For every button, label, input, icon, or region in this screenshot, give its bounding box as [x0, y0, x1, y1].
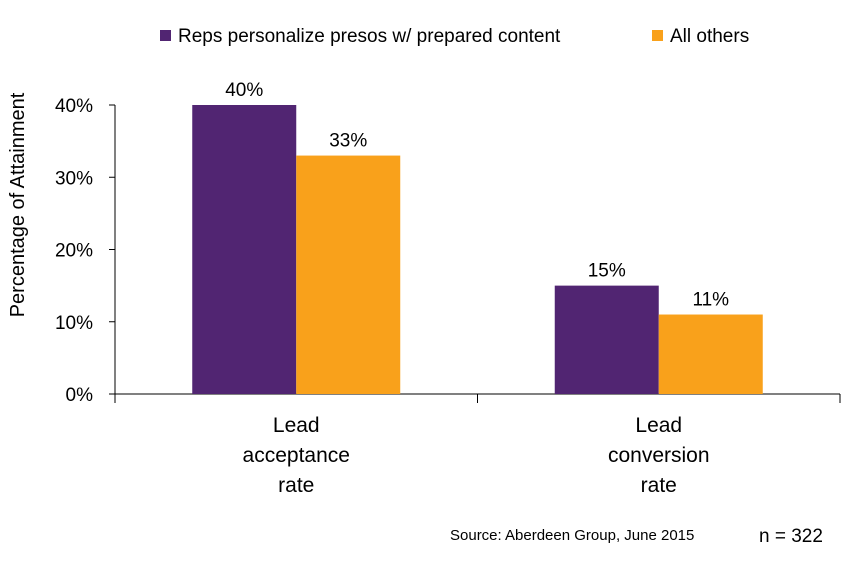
y-tick-label: 40% [55, 96, 93, 117]
bar-all-others [296, 155, 401, 394]
y-tick-label: 20% [55, 241, 93, 262]
x-category-label: Lead conversion rate [608, 414, 710, 497]
x-category-label-line: Lead [273, 414, 320, 437]
x-category-label: Lead acceptance rate [243, 414, 350, 497]
bar-reps-personalize [554, 285, 659, 394]
y-tick-label: 10% [55, 313, 93, 334]
bar-all-others [658, 314, 763, 394]
x-category-label-line: rate [278, 474, 314, 497]
data-label: 40% [225, 80, 263, 101]
x-category-label-line: acceptance [243, 444, 350, 467]
y-axis-title: Percentage of Attainment [7, 92, 29, 317]
sample-size: n = 322 [759, 526, 823, 547]
y-tick-label: 30% [55, 168, 93, 189]
y-tick-label: 0% [66, 385, 94, 406]
data-label: 33% [329, 131, 367, 152]
x-category-label-line: rate [641, 474, 677, 497]
bar-reps-personalize [192, 105, 297, 394]
x-category-label-line: conversion [608, 444, 710, 467]
legend-swatch [652, 30, 663, 41]
legend-label: Reps personalize presos w/ prepared cont… [178, 26, 561, 47]
legend-label: All others [670, 26, 749, 47]
legend-swatch [160, 30, 171, 41]
data-label: 11% [692, 290, 729, 311]
data-label: 15% [588, 261, 626, 282]
x-category-label-line: Lead [635, 414, 682, 437]
source-note: Source: Aberdeen Group, June 2015 [450, 527, 695, 544]
